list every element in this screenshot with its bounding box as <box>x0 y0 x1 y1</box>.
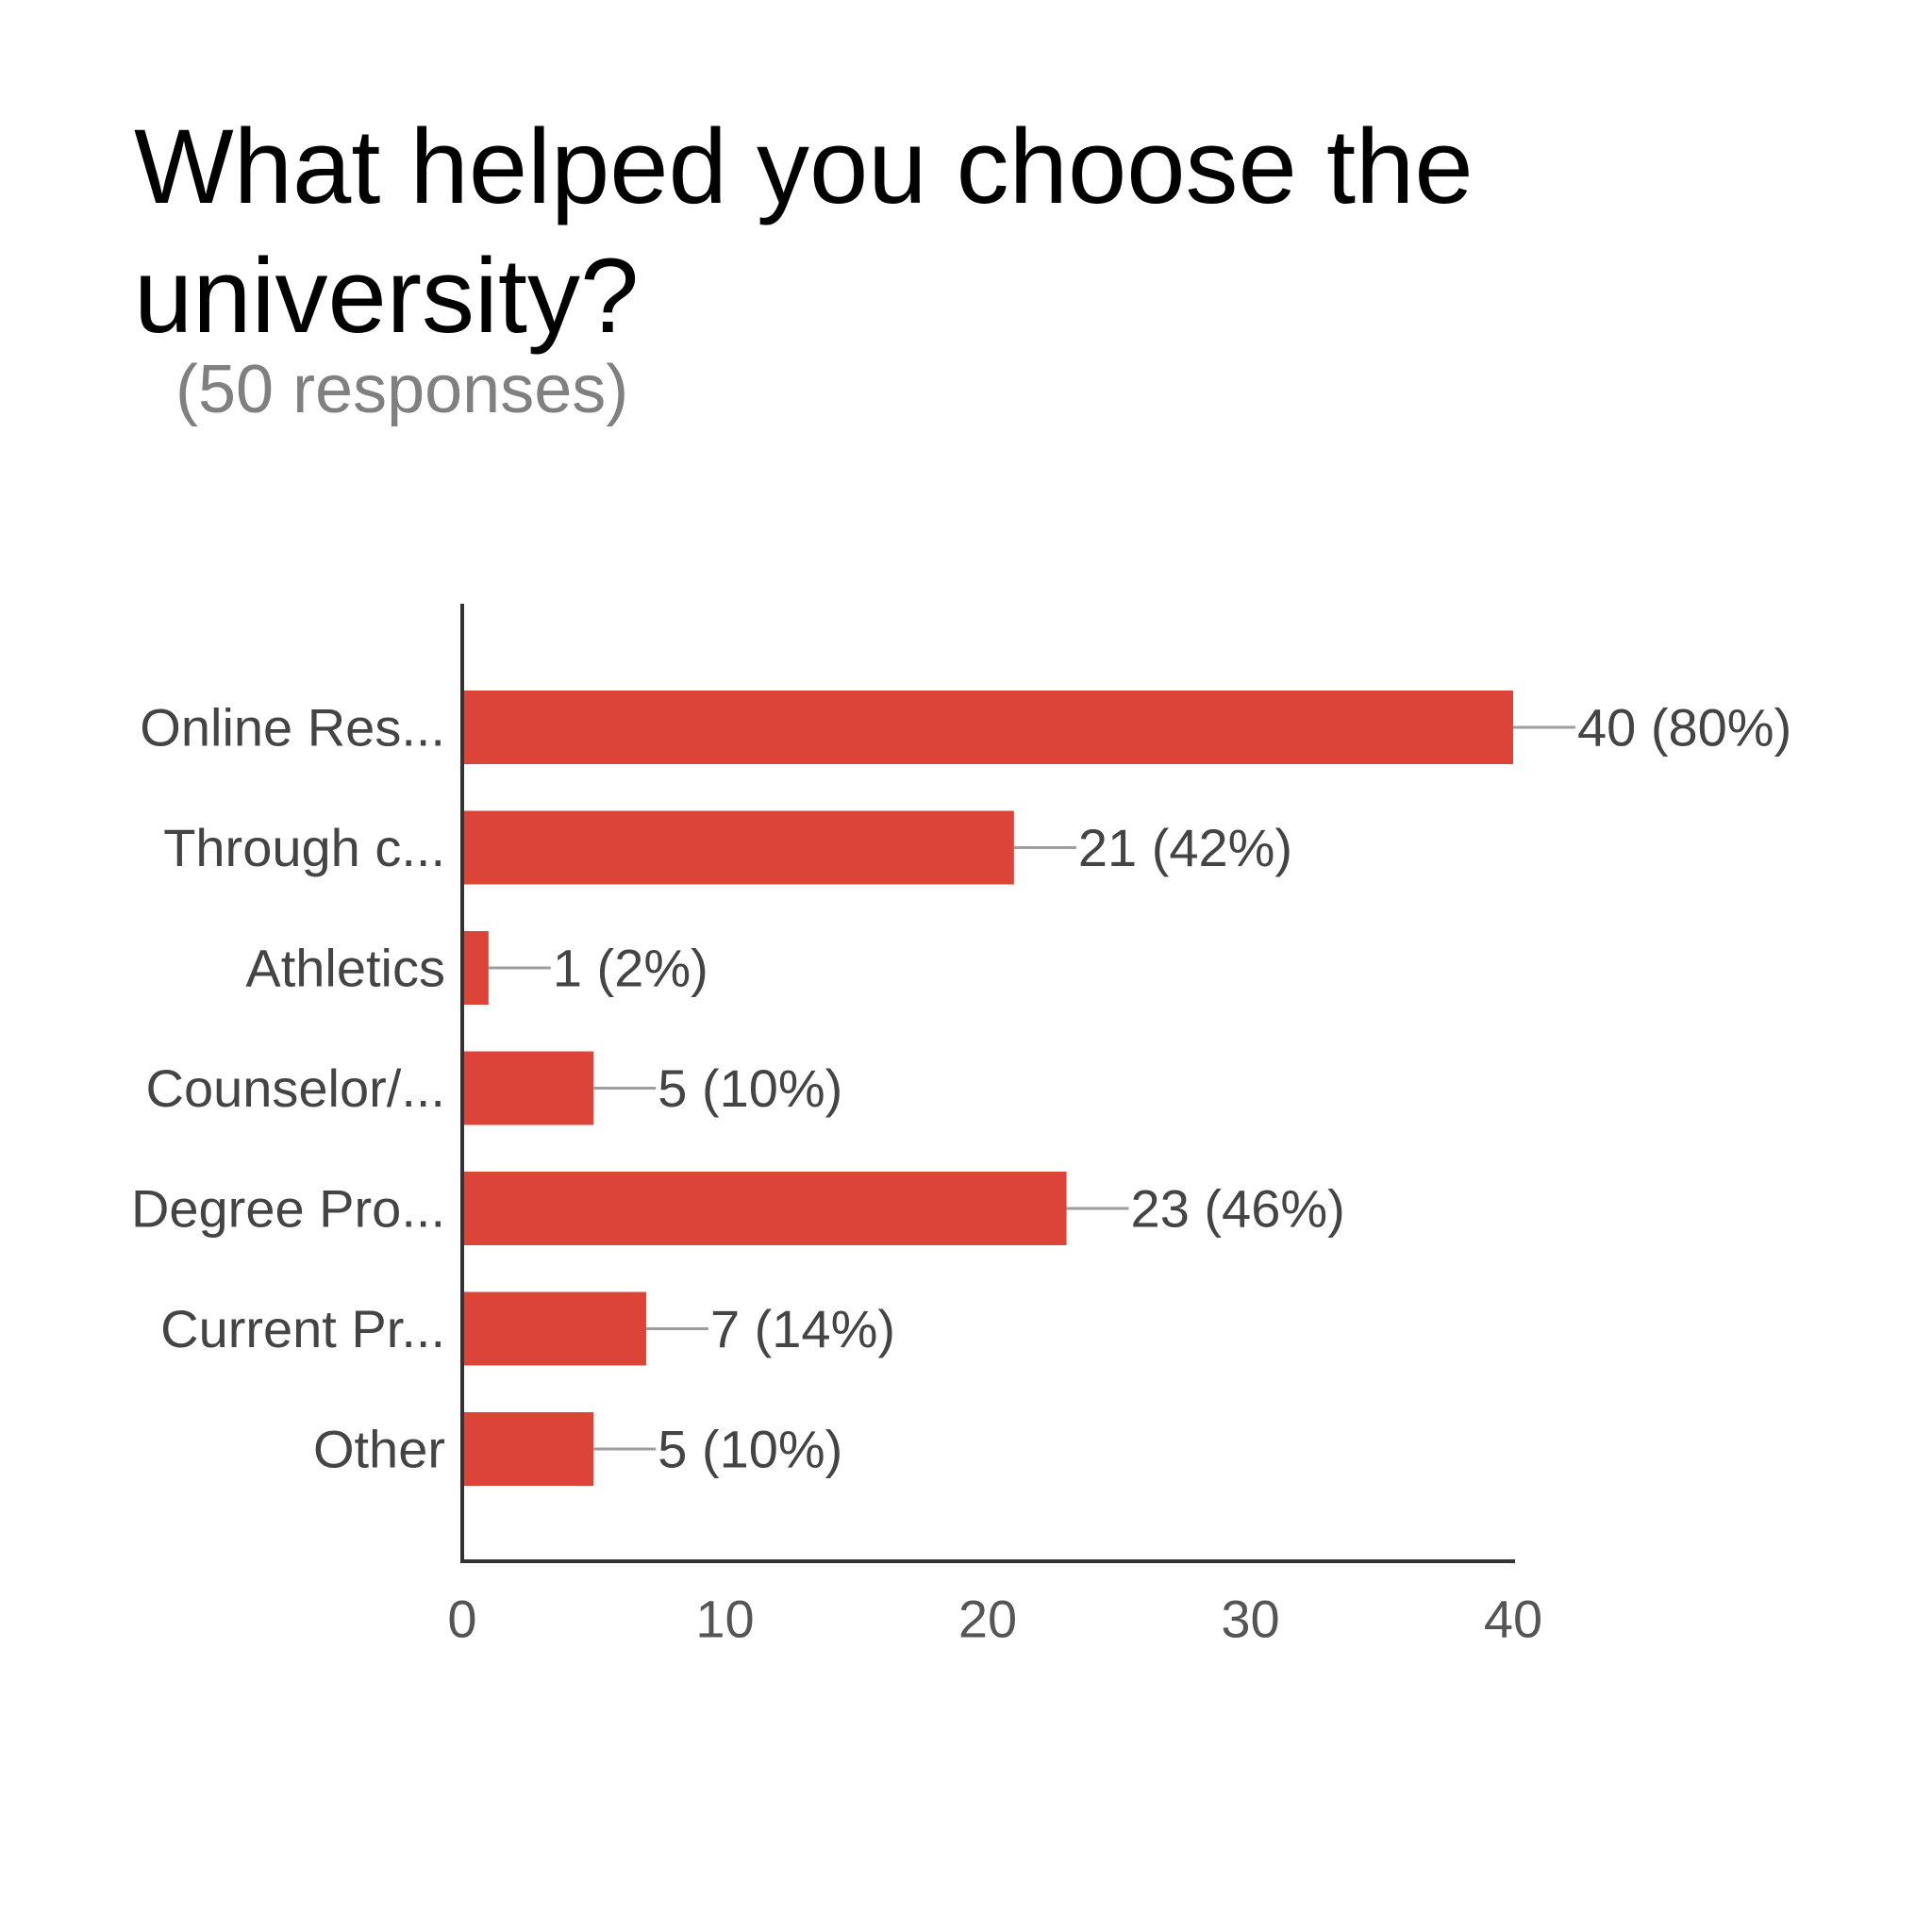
data-label: 21 (42%) <box>1078 818 1292 877</box>
x-tick-label: 30 <box>1221 1590 1279 1649</box>
category-label: Through c... <box>163 818 445 877</box>
leader-lines-group <box>488 725 1575 1451</box>
chart-subtitle: (50 responses) <box>175 352 629 427</box>
category-label: Athletics <box>245 939 445 998</box>
x-tick-label: 0 <box>447 1590 476 1649</box>
bar <box>462 1051 594 1125</box>
data-label: 40 (80%) <box>1577 698 1791 758</box>
bar <box>462 1412 594 1486</box>
category-label: Degree Pro... <box>131 1179 445 1239</box>
bar <box>462 931 489 1005</box>
chart-title: What helped you choose the university? <box>134 108 1474 355</box>
category-label: Online Res... <box>140 698 445 758</box>
bar <box>462 1291 646 1366</box>
data-label: 23 (46%) <box>1131 1179 1345 1239</box>
labels-group: Online Res... 40 (80%) Through c... 21 (42%… <box>131 698 1791 1649</box>
category-label: Counselor/... <box>146 1058 446 1118</box>
bar <box>462 1172 1067 1245</box>
data-label: 5 (10%) <box>658 1420 842 1479</box>
x-tick-label: 20 <box>958 1590 1017 1649</box>
data-label: 1 (2%) <box>553 939 708 998</box>
x-tick-label: 40 <box>1484 1590 1542 1649</box>
axes-group <box>460 604 1515 1563</box>
bar <box>462 691 1513 764</box>
data-label: 7 (14%) <box>710 1299 895 1358</box>
category-label: Other <box>313 1420 445 1479</box>
bar <box>462 810 1014 885</box>
data-label: 5 (10%) <box>658 1058 842 1118</box>
x-tick-label: 10 <box>695 1590 754 1649</box>
bars-group <box>462 691 1513 1486</box>
category-label: Current Pr... <box>160 1299 445 1358</box>
